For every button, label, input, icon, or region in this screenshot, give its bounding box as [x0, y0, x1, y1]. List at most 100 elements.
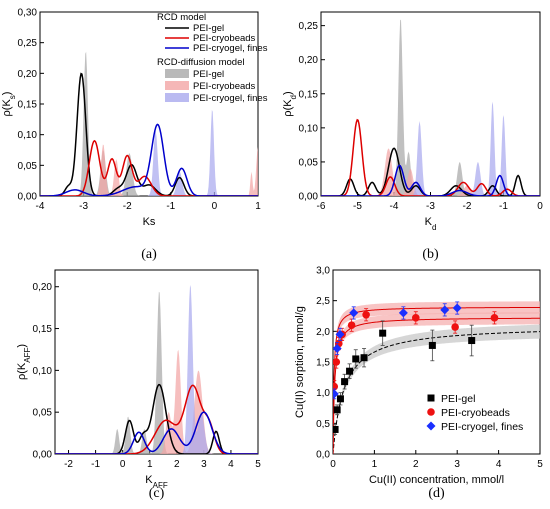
legend-marker [427, 408, 435, 416]
data-point [349, 308, 359, 318]
y-axis-label: ρ(Kd) [282, 91, 298, 116]
plot-frame [320, 11, 541, 197]
data-point [333, 382, 339, 391]
x-tick-label: -1 [91, 459, 100, 470]
x-tick-label: 5 [537, 459, 543, 470]
x-tick-label: 1 [147, 459, 153, 470]
line-series-1 [321, 118, 540, 196]
y-axis-label: Cu(II) sorption, mmol/g [294, 306, 306, 418]
x-tick-label: 1 [255, 201, 261, 212]
data-point [452, 303, 462, 313]
legend-label: PEI-gel [441, 393, 475, 405]
x-tick-label: 1 [372, 459, 378, 470]
panel-caption: (a) [141, 247, 157, 262]
y-tick-label: 2,5 [316, 296, 330, 307]
x-tick-label: 0 [212, 201, 218, 212]
y-tick-label: 0,5 [316, 419, 330, 430]
legend-title: RCD-diffusion model [157, 57, 244, 68]
y-tick-label: 0,00 [299, 192, 319, 203]
data-point [352, 355, 360, 363]
legend-fill-swatch [165, 93, 189, 102]
chart-panel-c: -2 -1 0 1 2 3 4 50,000,050,100,150,20KAFFρ(KAFF… [16, 269, 261, 501]
plot-area [40, 51, 258, 196]
legend-fill-swatch [165, 81, 189, 90]
data-point [440, 305, 450, 315]
y-tick-label: 0,30 [18, 8, 38, 19]
line-series-2 [321, 164, 540, 196]
line-series-0 [40, 72, 258, 196]
x-tick-label: -3 [426, 201, 435, 212]
x-tick-label: -3 [79, 201, 88, 212]
y-axis-label: ρ(Ks) [1, 92, 17, 117]
data-point [468, 337, 476, 345]
y-tick-label: 1,5 [316, 358, 330, 369]
y-tick-label: 3,0 [316, 266, 330, 277]
data-point [360, 354, 368, 362]
data-point [451, 323, 459, 331]
x-axis-label: Kd [425, 216, 437, 232]
area-series-0 [321, 19, 540, 196]
legend-label: PEI-cryogel, fines [441, 421, 523, 433]
area-series-0 [40, 51, 258, 196]
x-tick-label: 3 [201, 459, 207, 470]
x-tick-label: -2 [64, 459, 73, 470]
x-tick-label: -4 [390, 201, 399, 212]
legend-label: PEI-gel [193, 69, 224, 80]
legend-marker [427, 394, 435, 402]
data-point [490, 314, 499, 322]
x-tick-label: 0 [120, 459, 126, 470]
panel-caption: (d) [428, 486, 445, 501]
plot-area [333, 301, 540, 454]
legend-label: PEI-cryobeads [193, 33, 256, 44]
data-point [347, 321, 356, 330]
data-point [428, 341, 436, 349]
y-tick-label: 0,25 [18, 38, 38, 49]
y-tick-label: 2,0 [316, 327, 330, 338]
legend: RCD modelPEI-gelPEI-cryobeadsPEI-cryogel… [157, 12, 268, 104]
y-tick-label: 0,25 [299, 21, 319, 32]
x-tick-label: -6 [317, 201, 326, 212]
x-tick-label: 4 [496, 459, 502, 470]
data-point [333, 389, 339, 399]
x-tick-label: 0 [537, 201, 543, 212]
legend-marker [426, 421, 436, 431]
chart-panel-a: -4 -3 -2 -1 0 1 0,00 0,05 0,10 0,15 0,20 0,25 0,30 Ks… [1, 8, 268, 263]
y-tick-label: 0,20 [299, 55, 319, 66]
area-series-2 [40, 109, 258, 196]
y-tick-label: 0,05 [299, 157, 319, 168]
chart-panel-b: -6 -5 -4 -3 -2 -1 0 0,00 0,05 0,10 0,15 0,20 0,25 Kd ρ… [282, 11, 543, 262]
line-series-2 [55, 411, 258, 454]
y-tick-label: 0,0 [316, 450, 330, 461]
plot-area [321, 19, 540, 196]
data-point [333, 358, 341, 366]
y-tick-label: 1,0 [316, 388, 330, 399]
y-tick-label: 0,00 [18, 192, 38, 203]
y-tick-label: 0,20 [18, 69, 38, 80]
y-axis-label: ρ(KAFF) [16, 344, 32, 380]
legend-label: PEI-cryobeads [193, 81, 256, 92]
data-point [336, 395, 344, 403]
y-tick-label: 0,10 [33, 366, 53, 377]
data-point [379, 329, 387, 337]
legend-fill-swatch [165, 69, 189, 78]
line-series-1 [40, 139, 258, 196]
line-series-1 [55, 384, 258, 454]
x-tick-label: -5 [353, 201, 362, 212]
x-tick-label: 0 [330, 459, 336, 470]
fit-band-0 [333, 324, 540, 454]
x-tick-label: 2 [174, 459, 180, 470]
legend: PEI-gel PEI-cryobeads PEI-cryogel, fines [426, 393, 523, 433]
y-tick-label: 0,05 [18, 161, 38, 172]
data-point [333, 406, 341, 414]
legend-label: PEI-cryobeads [441, 407, 510, 419]
fit-line-1 [333, 317, 540, 454]
x-tick-label: 4 [228, 459, 234, 470]
data-point [398, 308, 408, 318]
legend-label: PEI-gel [193, 23, 224, 34]
data-point [346, 367, 354, 375]
x-tick-label: -4 [36, 201, 45, 212]
y-tick-label: 0,15 [18, 100, 38, 111]
plot-area [55, 285, 258, 454]
legend-label: PEI-cryogel, fines [193, 43, 268, 54]
